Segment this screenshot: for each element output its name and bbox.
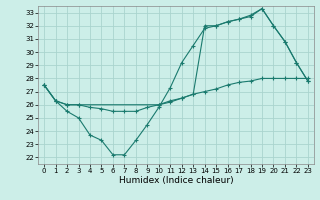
X-axis label: Humidex (Indice chaleur): Humidex (Indice chaleur): [119, 176, 233, 185]
